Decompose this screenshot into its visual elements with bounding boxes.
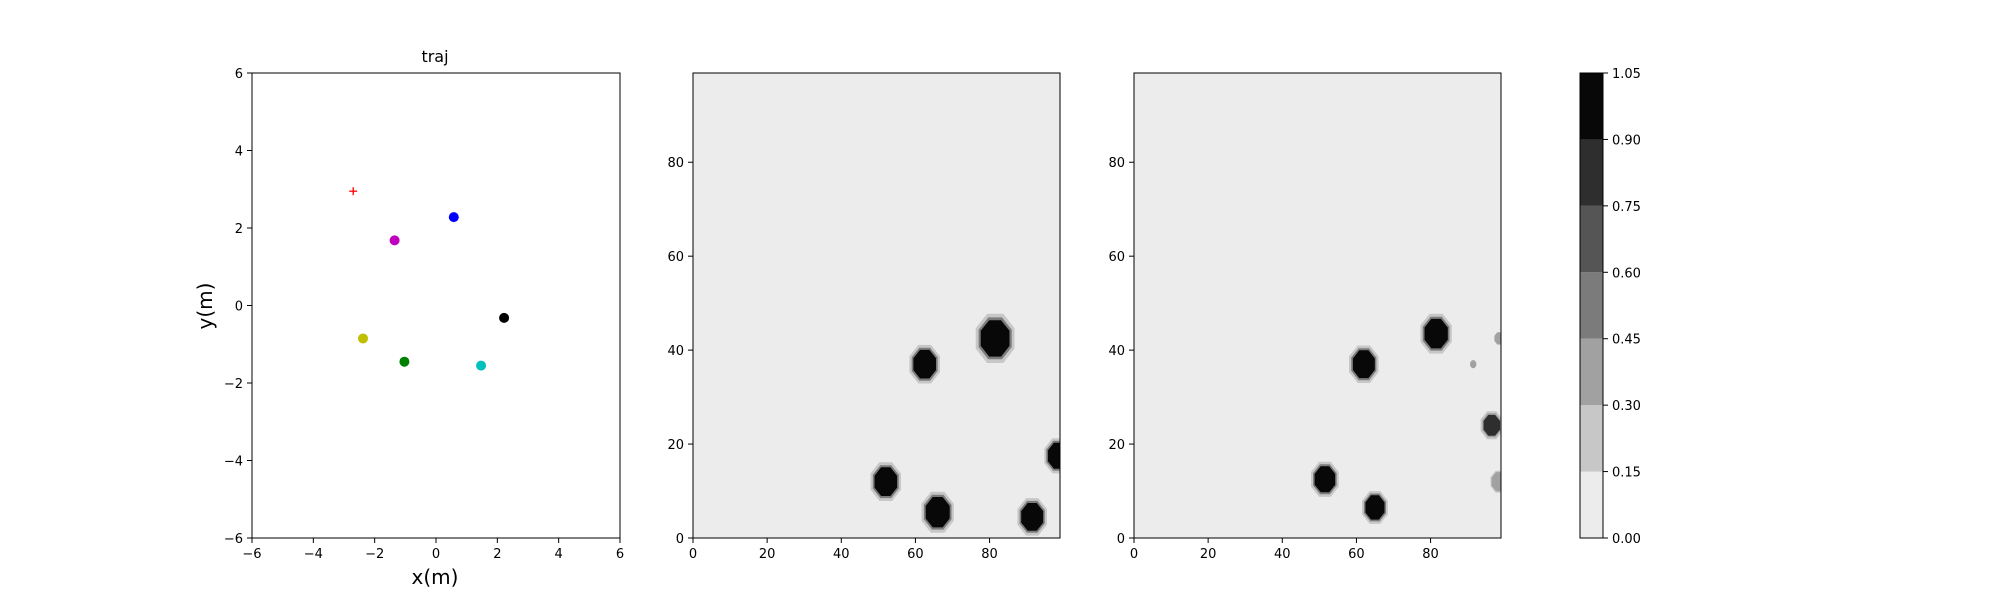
map-1-ytick-label: 0 — [676, 532, 684, 547]
traj-ytick-label: −4 — [224, 455, 243, 470]
map-2-ytick-label: 80 — [1108, 156, 1125, 171]
map-2-ticks: 0 20 40 60 80 0 20 40 60 80 — [1108, 156, 1438, 562]
agent-point — [476, 360, 487, 371]
traj-xtick-label: −4 — [304, 547, 323, 562]
map-2-obstacle — [1483, 414, 1500, 436]
map-2-ytick-label: 40 — [1108, 344, 1125, 359]
map-2-xtick-label: 40 — [1274, 547, 1291, 562]
colorbar-frame — [1579, 72, 1604, 539]
map-2-xtick-label: 20 — [1200, 547, 1217, 562]
traj-ylabel: y(m) — [193, 283, 217, 330]
agent-point — [448, 212, 459, 223]
colorbar-band — [1580, 272, 1603, 339]
map-2-xtick-label: 80 — [1422, 547, 1439, 562]
colorbar-tick-label: 0.30 — [1612, 399, 1641, 414]
colorbar-band — [1580, 338, 1603, 406]
traj-ytick-label: −6 — [224, 532, 243, 547]
colorbar-tick-label: 0.45 — [1612, 333, 1641, 348]
map-2-xtick-label: 60 — [1348, 547, 1365, 562]
map-2-ytick-label: 0 — [1117, 532, 1125, 547]
map-1-axes-frame — [692, 72, 1061, 539]
map-1-xtick-label: 40 — [833, 547, 850, 562]
colorbar-tick-label: 0.60 — [1612, 266, 1641, 281]
map-1-obstacle — [1021, 503, 1044, 531]
map-1-ticks: 0 20 40 60 80 0 20 40 60 80 — [667, 156, 997, 562]
map-2-obstacle — [1365, 495, 1385, 520]
traj-xtick-label: 4 — [555, 547, 563, 562]
colorbar-tick-label: 1.05 — [1612, 67, 1641, 82]
map-2-obstacle — [1314, 466, 1336, 493]
colorbar-band — [1580, 471, 1603, 538]
traj-ytick-label: 0 — [235, 300, 243, 315]
agent-point — [499, 312, 510, 323]
map-2-xtick-label: 0 — [1130, 547, 1138, 562]
colorbar-band — [1580, 205, 1603, 273]
colorbar-tick-label: 0.75 — [1612, 200, 1641, 215]
traj-xtick-label: 6 — [616, 547, 624, 562]
traj-ytick-label: 6 — [235, 67, 243, 82]
map-1-obstacle — [1047, 442, 1060, 469]
map-2-obstacle — [1491, 472, 1501, 492]
map-panel-1: 0 20 40 60 80 0 20 40 60 80 — [667, 72, 1061, 562]
colorbar-tick-label: 0.15 — [1612, 466, 1641, 481]
map-2-background — [1134, 73, 1501, 538]
colorbar: 0.00 0.15 0.30 0.45 0.60 0.75 0.90 1.05 — [1579, 67, 1641, 547]
map-1-xtick-label: 80 — [981, 547, 998, 562]
traj-axes-frame — [251, 72, 621, 539]
map-panel-2: 0 20 40 60 80 0 20 40 60 80 — [1108, 72, 1502, 562]
traj-xtick-label: 2 — [493, 547, 501, 562]
map-2-obstacle — [1352, 350, 1375, 379]
map-1-ytick-label: 60 — [667, 250, 684, 265]
map-1-obstacle — [925, 497, 950, 528]
colorbar-band — [1580, 405, 1603, 472]
map-2-cells — [1134, 73, 1501, 538]
traj-ytick-label: 2 — [235, 222, 243, 237]
map-1-ytick-label: 80 — [667, 156, 684, 171]
map-2-ytick-label: 60 — [1108, 250, 1125, 265]
traj-points — [349, 187, 510, 371]
traj-ytick-label: 4 — [235, 145, 243, 160]
map-1-obstacle — [913, 349, 936, 379]
map-2-obstacle — [1424, 318, 1448, 349]
map-1-xtick-label: 20 — [759, 547, 776, 562]
traj-ytick-label: −2 — [224, 377, 243, 392]
colorbar-tick-label: 0.00 — [1612, 532, 1641, 547]
traj-title: traj — [421, 47, 448, 66]
map-1-obstacle — [874, 467, 898, 496]
map-2-axes-frame — [1133, 72, 1502, 539]
traj-xtick-label: 0 — [432, 547, 440, 562]
map-1-background — [693, 73, 1060, 538]
start-marker — [349, 187, 358, 196]
colorbar-ticks: 0.00 0.15 0.30 0.45 0.60 0.75 0.90 1.05 — [1603, 67, 1641, 547]
colorbar-band — [1580, 139, 1603, 206]
agent-point — [358, 333, 369, 344]
colorbar-band — [1580, 73, 1603, 140]
colorbar-tick-label: 0.90 — [1612, 133, 1641, 148]
map-1-obstacle — [980, 320, 1010, 357]
map-1-xtick-label: 60 — [907, 547, 924, 562]
map-1-cells — [693, 73, 1060, 538]
map-1-ytick-label: 20 — [667, 438, 684, 453]
traj-xtick-label: −2 — [365, 547, 384, 562]
map-1-xtick-label: 0 — [689, 547, 697, 562]
map-2-obstacle — [1494, 332, 1501, 345]
traj-xtick-label: −6 — [242, 547, 261, 562]
map-1-ytick-label: 40 — [667, 344, 684, 359]
map-2-obstacle — [1470, 360, 1477, 369]
agent-point — [389, 235, 400, 246]
traj-xlabel: x(m) — [412, 565, 459, 589]
colorbar-bands — [1580, 73, 1603, 538]
traj-ticks: −6 −4 −2 0 2 4 6 −6 −4 −2 0 2 4 6 — [224, 67, 624, 562]
map-2-ytick-label: 20 — [1108, 438, 1125, 453]
traj-panel: traj x(m) y(m) −6 −4 −2 0 2 4 6 −6 −4 −2 0 2 4 6 — [193, 47, 624, 589]
agent-point — [399, 356, 410, 367]
